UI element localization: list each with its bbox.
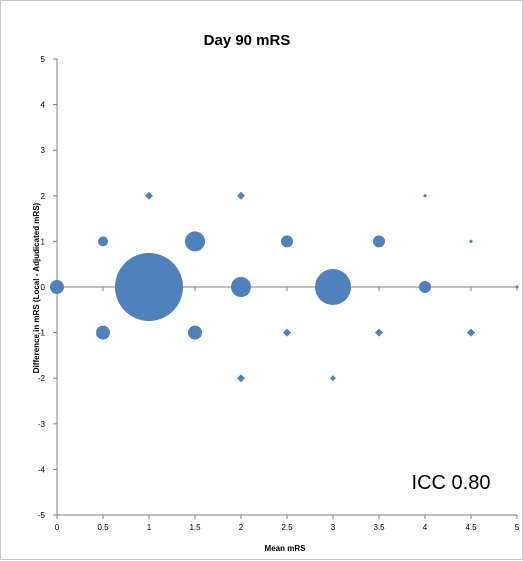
x-tick-label: 3: [331, 523, 336, 532]
diamond-marker: [237, 374, 245, 383]
bubble-marker: [185, 231, 205, 252]
icc-annotation: ICC 0.80: [412, 472, 491, 494]
diamond-marker: [515, 285, 519, 289]
diamond-marker: [469, 239, 473, 244]
diamond-marker: [467, 328, 475, 337]
x-axis-label: Mean mRS: [265, 544, 307, 553]
diamond-marker: [237, 191, 245, 200]
y-tick-label: 1: [41, 237, 46, 246]
bubble-marker: [188, 325, 202, 340]
chart-title: Day 90 mRS: [204, 32, 291, 49]
bubble-marker: [373, 235, 385, 248]
y-tick-label: 5: [41, 55, 46, 64]
bubble-marker: [98, 236, 108, 247]
y-axis-label: Difference in mRS (Local - Adjudicated m…: [32, 202, 41, 373]
diamond-marker: [330, 375, 336, 382]
bubble-marker: [281, 235, 293, 248]
x-tick-label: 2: [239, 523, 244, 532]
diamond-marker: [283, 328, 291, 337]
bubble-marker: [419, 281, 431, 293]
bubble-marker: [115, 253, 183, 321]
diamond-marker: [375, 328, 383, 337]
x-tick-label: 0: [55, 523, 60, 532]
x-tick-label: 4: [423, 523, 428, 532]
bubble-marker: [315, 269, 351, 305]
x-tick-label: 4.5: [465, 523, 477, 532]
bubble-marker: [50, 280, 64, 294]
y-tick-label: 0: [41, 283, 46, 292]
x-tick-label: 3.5: [373, 523, 385, 532]
x-tick-label: 0.5: [97, 523, 109, 532]
diamond-marker: [423, 193, 427, 198]
bubble-series: [50, 191, 519, 383]
x-axis: 0 0.5 1 1.5 2 2.5 3 3.5 4 4.5 5: [55, 514, 520, 532]
y-tick-label: -4: [38, 465, 46, 474]
y-tick-label: -3: [38, 420, 46, 429]
x-tick-label: 2.5: [281, 523, 293, 532]
x-tick-label: 1: [147, 523, 152, 532]
x-tick-label: 5: [515, 523, 520, 532]
y-tick-label: 2: [41, 192, 46, 201]
x-tick-label: 1.5: [189, 523, 201, 532]
y-tick-label: 4: [41, 101, 46, 110]
y-tick-label: -5: [38, 511, 46, 520]
bubble-marker: [231, 277, 251, 297]
diamond-marker: [145, 191, 153, 200]
y-tick-label: 3: [41, 146, 46, 155]
y-tick-label: -2: [38, 374, 46, 383]
y-tick-label: -1: [38, 329, 46, 338]
bubble-marker: [96, 325, 110, 340]
